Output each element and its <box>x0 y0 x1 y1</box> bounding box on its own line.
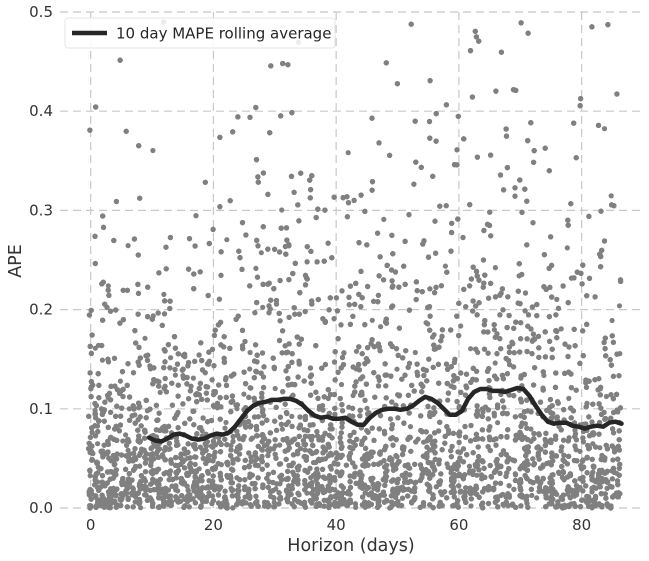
scatter-point <box>522 421 529 427</box>
scatter-point <box>407 424 414 430</box>
scatter-point <box>271 499 277 506</box>
scatter-point <box>458 323 464 329</box>
scatter-point <box>577 448 583 454</box>
scatter-point <box>279 207 285 213</box>
scatter-point <box>345 150 351 156</box>
scatter-point <box>445 397 451 403</box>
scatter-point <box>247 366 253 372</box>
scatter-point <box>492 265 498 271</box>
scatter-point <box>512 471 518 477</box>
scatter-point <box>468 346 474 352</box>
scatter-point <box>566 395 572 401</box>
scatter-point <box>279 426 285 432</box>
scatter-point <box>260 304 266 310</box>
scatter-point <box>168 355 174 361</box>
scatter-point <box>277 442 283 448</box>
scatter-point <box>126 406 132 412</box>
scatter-point <box>95 441 101 447</box>
scatter-point <box>192 461 198 467</box>
scatter-series <box>86 19 624 511</box>
scatter-point <box>247 349 253 356</box>
scatter-point <box>610 457 616 463</box>
scatter-point <box>608 193 614 199</box>
scatter-point <box>500 491 506 497</box>
scatter-point <box>554 296 560 302</box>
scatter-point <box>87 473 93 479</box>
scatter-point <box>161 291 167 297</box>
scatter-point <box>412 349 418 356</box>
scatter-point <box>190 375 196 381</box>
scatter-point <box>558 326 564 332</box>
scatter-point <box>138 505 144 511</box>
scatter-point <box>534 495 540 501</box>
scatter-point <box>338 381 345 388</box>
scatter-point <box>442 263 448 269</box>
scatter-point <box>99 357 105 363</box>
scatter-point <box>172 372 178 378</box>
scatter-point <box>603 393 610 400</box>
scatter-point <box>474 472 480 478</box>
scatter-point <box>468 503 474 509</box>
scatter-point <box>157 389 163 395</box>
scatter-point <box>381 216 387 222</box>
scatter-point <box>120 438 126 444</box>
scatter-point <box>431 332 437 338</box>
scatter-point <box>528 426 534 432</box>
scatter-point <box>601 126 608 132</box>
scatter-point <box>564 245 570 251</box>
scatter-point <box>105 283 111 289</box>
scatter-point <box>258 250 264 256</box>
scatter-point <box>123 432 129 438</box>
scatter-point <box>253 265 259 271</box>
scatter-point <box>289 413 295 419</box>
scatter-point <box>142 335 148 341</box>
scatter-point <box>394 366 400 372</box>
scatter-point <box>364 405 370 411</box>
scatter-point <box>609 317 615 324</box>
scatter-point <box>353 348 360 354</box>
scatter-point <box>222 425 228 431</box>
scatter-point <box>150 147 156 154</box>
scatter-point <box>224 237 230 243</box>
scatter-point <box>272 385 278 392</box>
scatter-point <box>529 492 535 498</box>
scatter-point <box>265 471 271 477</box>
scatter-point <box>491 327 497 333</box>
scatter-point <box>495 420 501 426</box>
scatter-point <box>369 317 375 323</box>
scatter-point <box>242 494 248 500</box>
scatter-point <box>492 360 498 366</box>
scatter-point <box>125 243 131 249</box>
scatter-point <box>616 303 623 309</box>
scatter-point <box>597 445 603 451</box>
scatter-point <box>325 395 331 402</box>
scatter-point <box>241 391 247 397</box>
scatter-point <box>378 324 384 330</box>
scatter-point <box>117 378 123 384</box>
scatter-point <box>223 419 229 426</box>
